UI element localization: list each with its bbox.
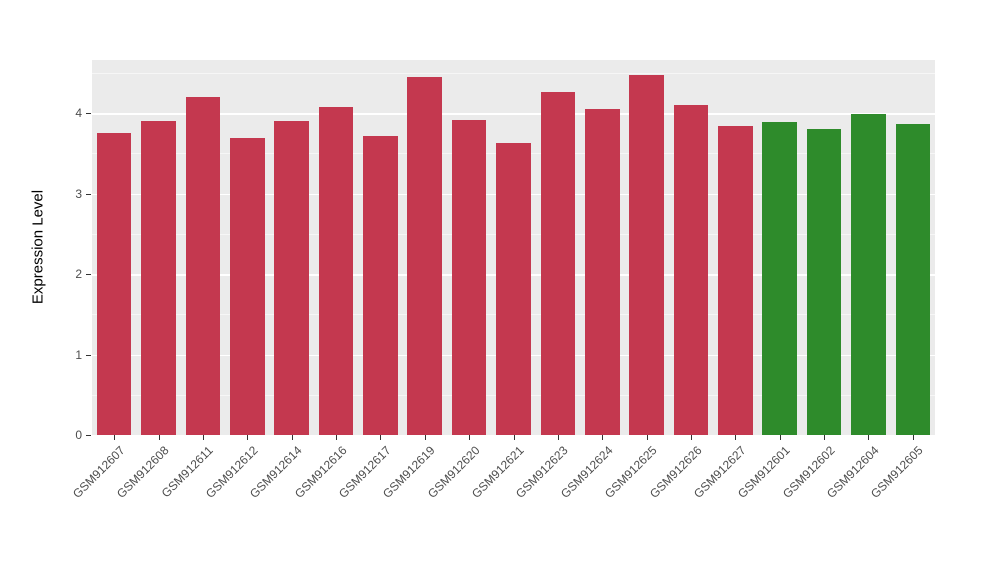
bar-GSM912607 [96,133,132,435]
x-tick-mark [912,435,914,440]
bar-GSM912602 [806,129,842,435]
bar-GSM912617 [363,135,398,435]
y-tick-mark [86,113,91,115]
y-axis-title: Expression Level [29,189,47,305]
x-tick-mark [247,435,249,440]
x-tick-mark [735,435,737,440]
x-tick-mark [336,435,338,440]
x-tick-mark [424,435,426,440]
bar-GSM912611 [185,97,221,435]
bar-GSM912623 [540,92,576,435]
bar-GSM912612 [229,138,265,435]
x-tick-mark [114,435,116,440]
x-tick-mark [380,435,382,440]
y-tick-label: 0 [75,428,82,442]
y-tick-label: 3 [75,186,82,201]
bar-GSM912627 [718,126,753,435]
bar-GSM912621 [496,142,531,435]
x-tick-mark [602,435,604,440]
y-tick-mark [86,354,91,356]
x-tick-mark [158,435,160,440]
y-tick-label: 4 [75,106,82,121]
bar-GSM912605 [895,123,931,435]
minor-gridline [92,72,935,74]
bar-GSM912619 [407,76,443,435]
bar-GSM912625 [629,74,664,435]
bar-GSM912614 [274,121,309,435]
bar-GSM912626 [673,105,709,435]
bar-GSM912616 [318,107,354,435]
plot-area [92,60,935,435]
x-tick-mark [469,435,471,440]
bar-GSM912624 [584,109,620,435]
y-tick-label: 2 [75,267,82,282]
x-tick-mark [824,435,826,440]
x-tick-mark [868,435,870,440]
y-tick-mark [86,274,91,276]
bar-GSM912604 [851,113,886,435]
bar-GSM912601 [762,121,797,435]
bar-GSM912620 [451,120,487,435]
bar-GSM912608 [141,121,176,435]
x-tick-mark [646,435,648,440]
x-tick-mark [513,435,515,440]
y-tick-label: 1 [75,347,82,362]
x-tick-mark [557,435,559,440]
x-tick-mark [291,435,293,440]
major-gridline [92,113,935,115]
x-tick-mark [690,435,692,440]
y-tick-mark [86,435,91,436]
y-tick-mark [86,193,91,195]
x-tick-mark [779,435,781,440]
x-tick-mark [202,435,204,440]
